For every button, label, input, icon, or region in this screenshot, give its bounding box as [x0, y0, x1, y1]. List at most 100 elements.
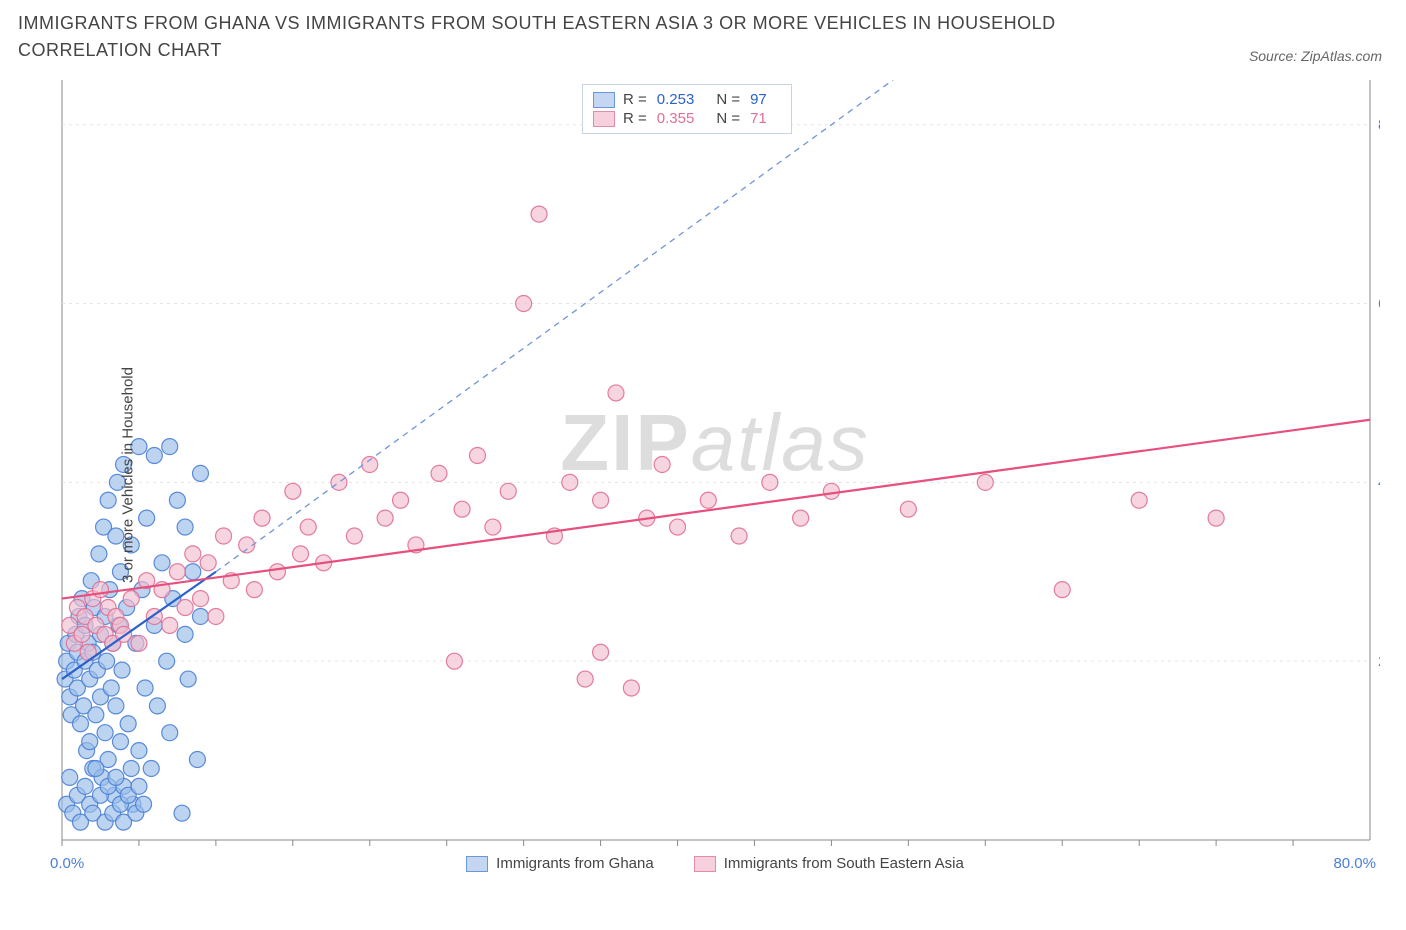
data-point-ghana	[88, 707, 104, 723]
chart-area: 3 or more Vehicles in Household 20.0% 40.…	[50, 80, 1380, 870]
r-value: 0.355	[657, 110, 695, 127]
data-point-sea	[700, 492, 716, 508]
data-point-ghana	[112, 734, 128, 750]
data-point-sea	[562, 474, 578, 490]
data-point-ghana	[149, 698, 165, 714]
data-point-ghana	[108, 698, 124, 714]
data-point-ghana	[108, 769, 124, 785]
swatch-sea	[593, 111, 615, 127]
n-value: 71	[750, 110, 767, 127]
data-point-ghana	[162, 439, 178, 455]
stats-legend: R = 0.253 N = 97R = 0.355 N = 71	[582, 84, 792, 134]
legend-item-sea: Immigrants from South Eastern Asia	[694, 855, 964, 872]
data-point-ghana	[143, 760, 159, 776]
data-point-sea	[377, 510, 393, 526]
data-point-sea	[531, 206, 547, 222]
data-point-ghana	[185, 564, 201, 580]
data-point-sea	[1208, 510, 1224, 526]
data-point-ghana	[177, 626, 193, 642]
data-point-ghana	[137, 680, 153, 696]
data-point-sea	[192, 591, 208, 607]
data-point-sea	[254, 510, 270, 526]
legend-item-ghana: Immigrants from Ghana	[466, 855, 654, 872]
data-point-ghana	[162, 725, 178, 741]
n-label: N =	[716, 110, 740, 127]
data-point-sea	[362, 456, 378, 472]
data-point-sea	[977, 474, 993, 490]
data-point-sea	[446, 653, 462, 669]
data-point-ghana	[99, 653, 115, 669]
data-point-sea	[1131, 492, 1147, 508]
y-tick-label: 80.0%	[1378, 117, 1380, 134]
data-point-sea	[593, 644, 609, 660]
data-point-ghana	[169, 492, 185, 508]
n-label: N =	[716, 91, 740, 108]
data-point-ghana	[174, 805, 190, 821]
data-point-ghana	[136, 796, 152, 812]
data-point-sea	[74, 626, 90, 642]
data-point-sea	[131, 635, 147, 651]
trend-line-sea	[62, 420, 1370, 599]
y-tick-label: 60.0%	[1378, 296, 1380, 313]
data-point-sea	[670, 519, 686, 535]
data-point-sea	[623, 680, 639, 696]
data-point-sea	[762, 474, 778, 490]
data-point-ghana	[72, 716, 88, 732]
r-label: R =	[623, 91, 647, 108]
data-point-ghana	[100, 492, 116, 508]
data-point-ghana	[154, 555, 170, 571]
data-point-ghana	[159, 653, 175, 669]
data-point-sea	[346, 528, 362, 544]
stats-row-ghana: R = 0.253 N = 97	[593, 91, 781, 108]
data-point-sea	[293, 546, 309, 562]
data-point-ghana	[192, 465, 208, 481]
y-axis-label: 3 or more Vehicles in Household	[119, 367, 136, 583]
data-point-sea	[577, 671, 593, 687]
series-legend: Immigrants from Ghana Immigrants from Sou…	[50, 855, 1380, 872]
data-point-sea	[654, 456, 670, 472]
data-point-sea	[246, 582, 262, 598]
chart-title: IMMIGRANTS FROM GHANA VS IMMIGRANTS FROM…	[18, 10, 1118, 64]
swatch-ghana	[593, 92, 615, 108]
data-point-sea	[162, 617, 178, 633]
data-point-sea	[793, 510, 809, 526]
data-point-sea	[200, 555, 216, 571]
data-point-sea	[208, 608, 224, 624]
data-point-sea	[169, 564, 185, 580]
legend-swatch-ghana	[466, 856, 488, 872]
data-point-sea	[285, 483, 301, 499]
data-point-ghana	[88, 760, 104, 776]
data-point-sea	[92, 582, 108, 598]
data-point-ghana	[103, 680, 119, 696]
data-point-ghana	[146, 448, 162, 464]
y-tick-label: 40.0%	[1378, 474, 1380, 491]
data-point-sea	[393, 492, 409, 508]
data-point-ghana	[177, 519, 193, 535]
data-point-ghana	[114, 662, 130, 678]
legend-label-sea: Immigrants from South Eastern Asia	[724, 855, 964, 872]
data-point-ghana	[131, 778, 147, 794]
data-point-ghana	[192, 608, 208, 624]
data-point-sea	[900, 501, 916, 517]
scatter-plot-svg: 20.0% 40.0% 60.0% 80.0%	[50, 80, 1380, 870]
data-point-sea	[216, 528, 232, 544]
data-point-ghana	[82, 734, 98, 750]
r-value: 0.253	[657, 91, 695, 108]
data-point-sea	[593, 492, 609, 508]
data-point-ghana	[120, 716, 136, 732]
data-point-ghana	[123, 760, 139, 776]
data-point-sea	[500, 483, 516, 499]
data-point-sea	[1054, 582, 1070, 598]
data-point-sea	[469, 448, 485, 464]
stats-row-sea: R =0.355N =71	[593, 110, 781, 127]
n-value: 97	[750, 91, 767, 108]
data-point-sea	[300, 519, 316, 535]
legend-label-ghana: Immigrants from Ghana	[496, 855, 654, 872]
data-point-ghana	[91, 546, 107, 562]
source-credit: Source: ZipAtlas.com	[1249, 48, 1382, 64]
data-point-sea	[185, 546, 201, 562]
data-point-sea	[431, 465, 447, 481]
y-tick-label: 20.0%	[1378, 653, 1380, 670]
data-point-ghana	[62, 769, 78, 785]
data-point-ghana	[77, 778, 93, 794]
